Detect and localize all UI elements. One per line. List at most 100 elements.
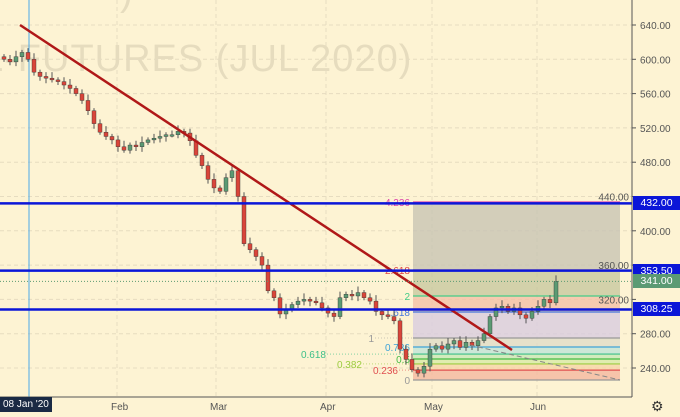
candle bbox=[547, 295, 553, 308]
candle-body bbox=[19, 52, 25, 57]
candle bbox=[241, 192, 247, 247]
candle bbox=[1, 54, 7, 62]
price-tick-label: 520.00 bbox=[640, 124, 671, 135]
candle-body bbox=[373, 300, 379, 312]
candle bbox=[79, 89, 85, 104]
fib-level-label: 2 bbox=[404, 292, 410, 303]
price-tick-label: 240.00 bbox=[640, 364, 671, 375]
price-tick-label: 640.00 bbox=[640, 21, 671, 32]
fib-level-label: 1 bbox=[368, 334, 374, 345]
candle bbox=[343, 291, 349, 302]
candle-body bbox=[343, 294, 349, 298]
cursor-date-tag: 08 Jan '20 bbox=[0, 397, 52, 412]
price-tick-label: 320.00 bbox=[598, 295, 629, 306]
fib-band bbox=[413, 270, 620, 296]
candle bbox=[235, 168, 241, 202]
candle-body bbox=[79, 93, 85, 101]
candle bbox=[373, 295, 379, 316]
candle bbox=[361, 289, 367, 301]
candle bbox=[217, 185, 223, 194]
candle-body bbox=[271, 290, 277, 298]
candle bbox=[391, 310, 397, 325]
candle-body bbox=[319, 302, 325, 309]
candle-body bbox=[553, 281, 559, 304]
candle-body bbox=[307, 299, 313, 302]
fib-level-label: 0.786 bbox=[385, 343, 410, 354]
candle-body bbox=[121, 146, 127, 151]
candle bbox=[367, 293, 373, 305]
candle-body bbox=[433, 345, 439, 350]
candle bbox=[133, 140, 139, 152]
fib-band bbox=[413, 363, 620, 371]
fib-band bbox=[413, 358, 620, 364]
candle bbox=[265, 259, 271, 294]
candle bbox=[163, 132, 169, 142]
month-jun: Jun bbox=[530, 402, 547, 413]
fib-level-label: 0.382 bbox=[337, 360, 362, 371]
candle bbox=[97, 119, 103, 135]
fib-level-label: 0 bbox=[404, 376, 410, 387]
candle-body bbox=[259, 256, 265, 266]
candle bbox=[61, 77, 67, 90]
candle bbox=[223, 173, 229, 195]
candle-body bbox=[7, 59, 13, 63]
fib-band bbox=[413, 346, 620, 355]
fib-level-label: 0.5 bbox=[396, 355, 410, 366]
candle bbox=[421, 361, 427, 378]
candle-body bbox=[445, 343, 451, 350]
candle-body bbox=[217, 187, 223, 192]
candle bbox=[67, 79, 73, 94]
candle-body bbox=[235, 170, 241, 197]
price-tick-label: 360.00 bbox=[598, 261, 629, 272]
candle bbox=[145, 137, 151, 146]
candle bbox=[457, 336, 463, 350]
candle-body bbox=[541, 299, 547, 307]
candle-body bbox=[115, 139, 121, 147]
candle bbox=[115, 135, 121, 152]
candle bbox=[205, 161, 211, 184]
candle bbox=[313, 296, 319, 306]
candle-body bbox=[349, 294, 355, 297]
price-tag: 353.50 bbox=[633, 263, 680, 278]
candle-body bbox=[367, 297, 373, 302]
candle bbox=[109, 133, 115, 145]
candle-body bbox=[331, 312, 337, 317]
candle-body bbox=[481, 333, 487, 341]
candle-body bbox=[385, 314, 391, 317]
candle-body bbox=[463, 342, 469, 348]
candle-body bbox=[457, 340, 463, 348]
candle-body bbox=[43, 76, 49, 79]
candle-body bbox=[421, 366, 427, 374]
candle-body bbox=[97, 123, 103, 133]
candle bbox=[331, 308, 337, 322]
settings-gear-icon[interactable]: ⚙ bbox=[651, 398, 664, 414]
candle bbox=[493, 303, 499, 321]
candle bbox=[157, 130, 163, 143]
price-tick-label: 280.00 bbox=[640, 330, 671, 341]
candle bbox=[295, 296, 301, 308]
candle-body bbox=[91, 110, 97, 124]
candle-body bbox=[265, 264, 271, 292]
candle-body bbox=[157, 136, 163, 139]
candle-body bbox=[391, 316, 397, 322]
candle bbox=[403, 344, 409, 365]
price-tag: 308.25 bbox=[633, 302, 680, 317]
candle-body bbox=[13, 56, 19, 63]
candle bbox=[487, 313, 493, 338]
candle bbox=[433, 343, 439, 352]
candle-body bbox=[199, 155, 205, 166]
candle-body bbox=[61, 81, 67, 86]
fib-band bbox=[413, 337, 620, 347]
watermark-top: ) bbox=[120, 0, 134, 15]
candle bbox=[121, 140, 127, 153]
candle-body bbox=[313, 300, 319, 304]
candle-body bbox=[31, 59, 37, 73]
candle bbox=[325, 305, 331, 318]
candle bbox=[445, 337, 451, 354]
candle-body bbox=[253, 249, 259, 257]
candle-body bbox=[85, 100, 91, 111]
candle bbox=[277, 293, 283, 319]
candle bbox=[37, 69, 43, 81]
candle-body bbox=[109, 136, 115, 141]
